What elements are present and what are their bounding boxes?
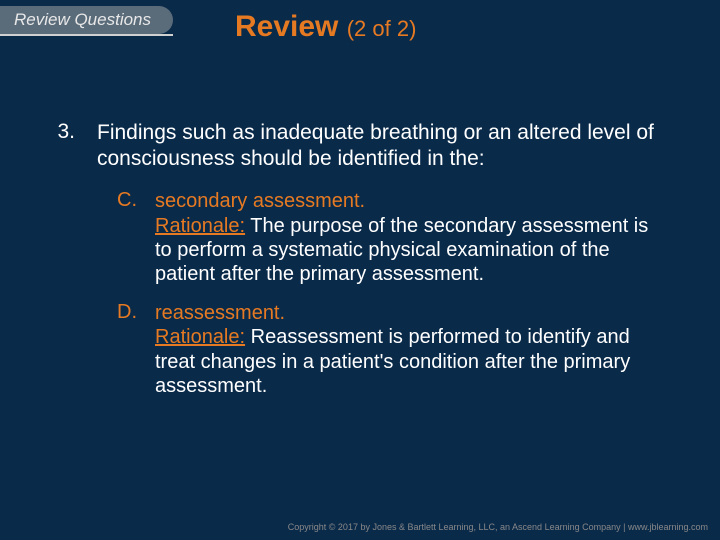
title-sub: (2 of 2) [347,16,417,41]
answer-label: secondary assessment. [155,190,365,212]
answer-body: secondary assessment. Rationale: The pur… [143,189,665,287]
answer-letter: C. [117,189,143,287]
section-tab-label: Review Questions [14,10,151,29]
copyright-text: Copyright © 2017 by Jones & Bartlett Lea… [288,522,708,532]
title-main: Review [235,10,338,43]
question-row: 3. Findings such as inadequate breathing… [55,120,665,171]
rationale-label: Rationale: [155,215,245,237]
answer-item: C. secondary assessment. Rationale: The … [117,189,665,287]
rationale-label: Rationale: [155,326,245,348]
copyright-footer: Copyright © 2017 by Jones & Bartlett Lea… [288,522,708,532]
answer-item: D. reassessment. Rationale: Reassessment… [117,301,665,399]
slide-title: Review (2 of 2) [235,10,416,44]
answers-list: C. secondary assessment. Rationale: The … [117,189,665,398]
answer-letter: D. [117,301,143,399]
content-area: 3. Findings such as inadequate breathing… [55,120,665,412]
answer-label: reassessment. [155,302,285,324]
answer-body: reassessment. Rationale: Reassessment is… [143,301,665,399]
question-text: Findings such as inadequate breathing or… [83,120,665,171]
section-tab: Review Questions [0,6,173,34]
question-number: 3. [55,120,83,171]
